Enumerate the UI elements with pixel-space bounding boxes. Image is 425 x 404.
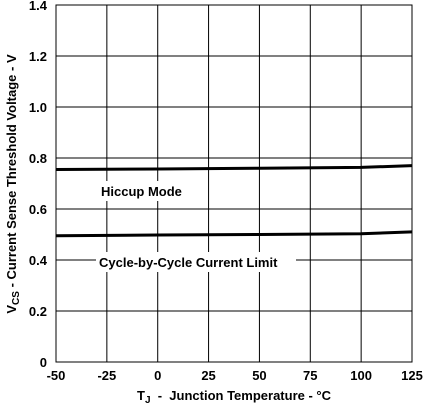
y-axis-label-prefix: V <box>4 305 19 314</box>
annotation-hiccup: Hiccup Mode <box>101 184 182 199</box>
y-axis-label-subscript: CS <box>11 291 22 305</box>
y-tick-label: 0 <box>40 355 47 370</box>
x-tick-label: 50 <box>252 368 266 383</box>
x-axis-label-prefix: T <box>137 388 145 403</box>
annotation-cbc-bg <box>96 252 296 272</box>
x-axis-label-subscript: J <box>145 395 151 404</box>
series-line-1 <box>55 230 413 238</box>
y-axis-label: VCS - Current Sense Threshold Voltage - … <box>4 54 22 314</box>
x-tick-label: 100 <box>350 368 372 383</box>
x-axis-label-rest: - Junction Temperature - °C <box>151 388 332 403</box>
plot-frame <box>55 4 413 363</box>
y-tick-label: 0.2 <box>29 304 47 319</box>
y-tick-label: 1.0 <box>29 100 47 115</box>
y-tick-label: 1.4 <box>29 0 48 13</box>
y-tick-label: 1.2 <box>29 49 47 64</box>
x-tick-label: 75 <box>303 368 317 383</box>
annotation-cycle-by-cycle: Cycle-by-Cycle Current Limit <box>99 255 278 270</box>
x-tick-label: -50 <box>47 368 66 383</box>
y-tick-label: 0.8 <box>29 151 47 166</box>
y-tick-label: 0.6 <box>29 202 47 217</box>
x-tick-label: -25 <box>97 368 116 383</box>
x-axis-label: TJ - Junction Temperature - °C <box>137 388 332 404</box>
y-tick-labels: 0 0.2 0.4 0.6 0.8 1.0 1.2 1.4 <box>29 0 48 370</box>
x-tick-label: 125 <box>401 368 423 383</box>
series-lines <box>55 164 413 238</box>
x-tick-label: 25 <box>201 368 215 383</box>
x-tick-label: 0 <box>154 368 161 383</box>
y-axis-label-rest: - Current Sense Threshold Voltage - V <box>4 54 19 291</box>
annotation-hiccup-bg <box>98 181 190 201</box>
y-tick-label: 0.4 <box>29 253 48 268</box>
x-tick-labels: -50 -25 0 25 50 75 100 125 <box>47 368 423 383</box>
series-line-0 <box>55 164 413 171</box>
